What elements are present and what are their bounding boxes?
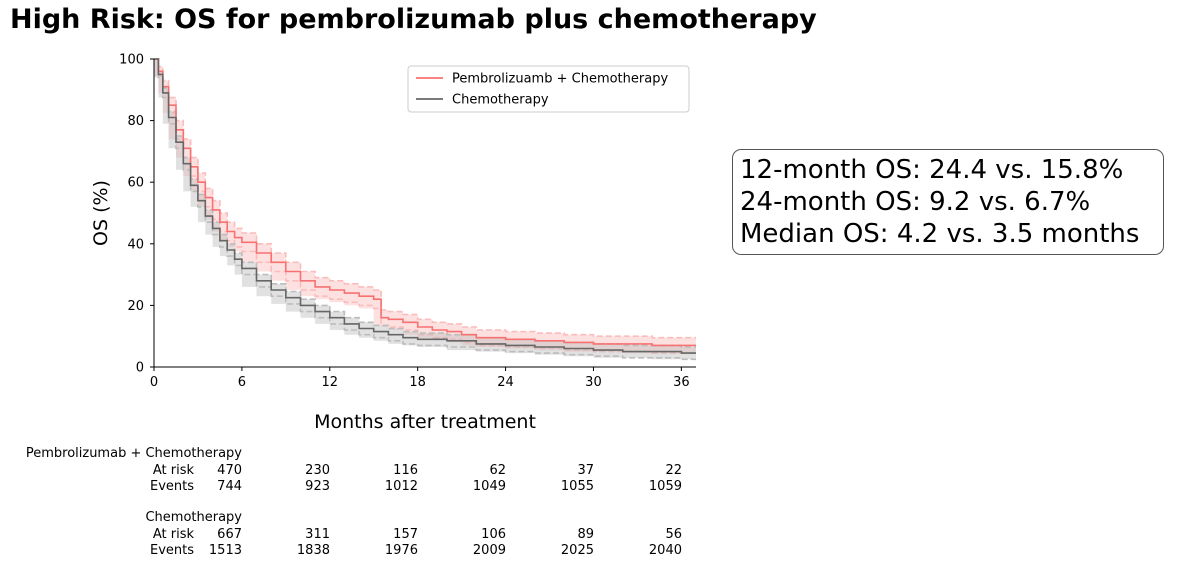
legend-label-pembro: Pembrolizuamb + Chemotherapy: [452, 72, 668, 87]
legend-label-chemo: Chemotherapy: [452, 93, 549, 108]
risk-value-events-chemo: 2025: [560, 543, 594, 558]
y-tick-label: 20: [127, 299, 144, 314]
stat-24-month-os: 24-month OS: 9.2 vs. 6.7%: [740, 187, 1091, 217]
stat-12-month-os: 12-month OS: 24.4 vs. 15.8%: [740, 155, 1124, 185]
risk-value-at-risk-chemo: 89: [577, 527, 594, 542]
stat-median-os: Median OS: 4.2 vs. 3.5 months: [740, 219, 1140, 249]
risk-value-at-risk-chemo: 106: [481, 527, 506, 542]
risk-value-events-pembro: 923: [305, 479, 330, 494]
stats-box: 12-month OS: 24.4 vs. 15.8% 24-month OS:…: [732, 149, 1164, 255]
risk-value-events-chemo: 2040: [648, 543, 682, 558]
axes: [153, 59, 696, 368]
risk-group-title-pembro: Pembrolizumab + Chemotherapy: [25, 446, 242, 461]
legend-frame: [407, 65, 690, 113]
ci-band-pembro: [154, 59, 696, 354]
y-tick-label: 80: [127, 114, 144, 129]
y-tick-label: 0: [136, 361, 144, 376]
chart-title: High Risk: OS for pembrolizumab plus che…: [10, 4, 817, 35]
x-tick-label: 36: [673, 375, 690, 390]
y-tick-label: 40: [127, 237, 144, 252]
risk-value-events-chemo: 1838: [296, 543, 330, 558]
risk-value-events-pembro: 1049: [472, 479, 506, 494]
risk-value-at-risk-pembro: 470: [217, 463, 242, 478]
y-tick-label: 100: [119, 53, 144, 68]
risk-row-label-at-risk: At risk: [152, 463, 194, 478]
risk-value-events-chemo: 1513: [208, 543, 242, 558]
risk-value-events-pembro: 1055: [560, 479, 594, 494]
survival-curves: [154, 58, 696, 354]
risk-row-label-events: Events: [149, 543, 194, 558]
x-tick-label: 12: [322, 375, 339, 390]
risk-group-title-chemo: Chemotherapy: [145, 510, 242, 525]
x-tick-label: 18: [409, 375, 426, 390]
risk-value-at-risk-pembro: 230: [305, 463, 330, 478]
y-tick-label: 60: [127, 176, 144, 191]
risk-value-at-risk-pembro: 116: [393, 463, 418, 478]
risk-value-events-chemo: 2009: [472, 543, 506, 558]
risk-value-events-pembro: 1059: [648, 479, 682, 494]
x-tick-label: 24: [497, 375, 514, 390]
risk-row-label-at-risk: At risk: [152, 527, 194, 542]
risk-value-events-pembro: 1012: [384, 479, 418, 494]
risk-value-events-chemo: 1976: [384, 543, 418, 558]
risk-value-at-risk-pembro: 22: [665, 463, 682, 478]
legend: Pembrolizuamb + Chemotherapy Chemotherap…: [407, 65, 690, 113]
risk-value-at-risk-chemo: 56: [665, 527, 682, 542]
x-tick-label: 30: [585, 375, 602, 390]
km-curve-chemo: [154, 58, 696, 354]
x-tick-label: 0: [150, 375, 158, 390]
y-axis-label: OS (%): [90, 180, 112, 246]
risk-value-at-risk-chemo: 667: [217, 527, 242, 542]
risk-value-at-risk-pembro: 37: [577, 463, 594, 478]
axis-ticks: 0 6 12 18 24 30 36 0 20 40 60 80 100: [119, 53, 689, 391]
risk-value-at-risk-chemo: 311: [305, 527, 330, 542]
risk-value-events-pembro: 744: [217, 479, 242, 494]
x-axis-label: Months after treatment: [314, 411, 536, 433]
risk-row-label-events: Events: [149, 479, 194, 494]
x-tick-label: 6: [238, 375, 246, 390]
risk-value-at-risk-chemo: 157: [393, 527, 418, 542]
risk-value-at-risk-pembro: 62: [489, 463, 506, 478]
